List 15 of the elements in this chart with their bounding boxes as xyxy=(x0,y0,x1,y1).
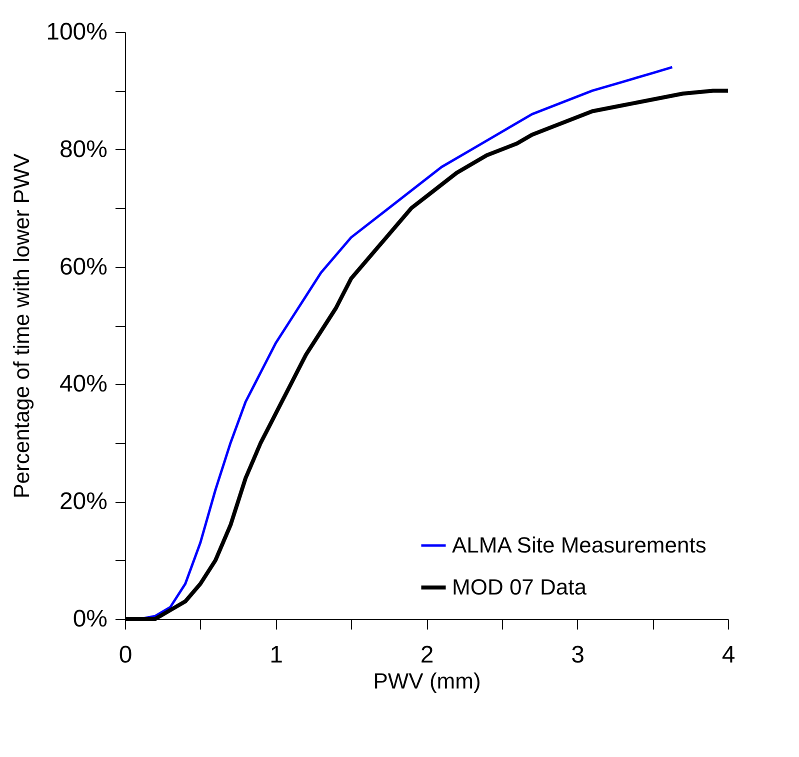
x-tick-label: 2 xyxy=(420,642,434,668)
x-tick-label: 3 xyxy=(571,642,584,668)
x-tick-label: 1 xyxy=(270,642,283,668)
y-axis-title: Percentage of time with lower PWV xyxy=(9,153,34,498)
x-tick-label: 0 xyxy=(118,642,132,668)
x-tick-label: 4 xyxy=(722,642,736,668)
legend-label: ALMA Site Measurements xyxy=(452,532,706,558)
x-axis-title: PWV (mm) xyxy=(373,668,481,694)
y-tick-label: 80% xyxy=(59,136,108,163)
y-tick-label: 60% xyxy=(59,253,108,280)
y-tick-label: 20% xyxy=(59,488,108,516)
y-tick-label: 40% xyxy=(59,370,108,398)
legend-label: MOD 07 Data xyxy=(452,574,588,600)
y-tick-label: 0% xyxy=(72,606,108,632)
y-tick-label: 100% xyxy=(46,18,108,46)
